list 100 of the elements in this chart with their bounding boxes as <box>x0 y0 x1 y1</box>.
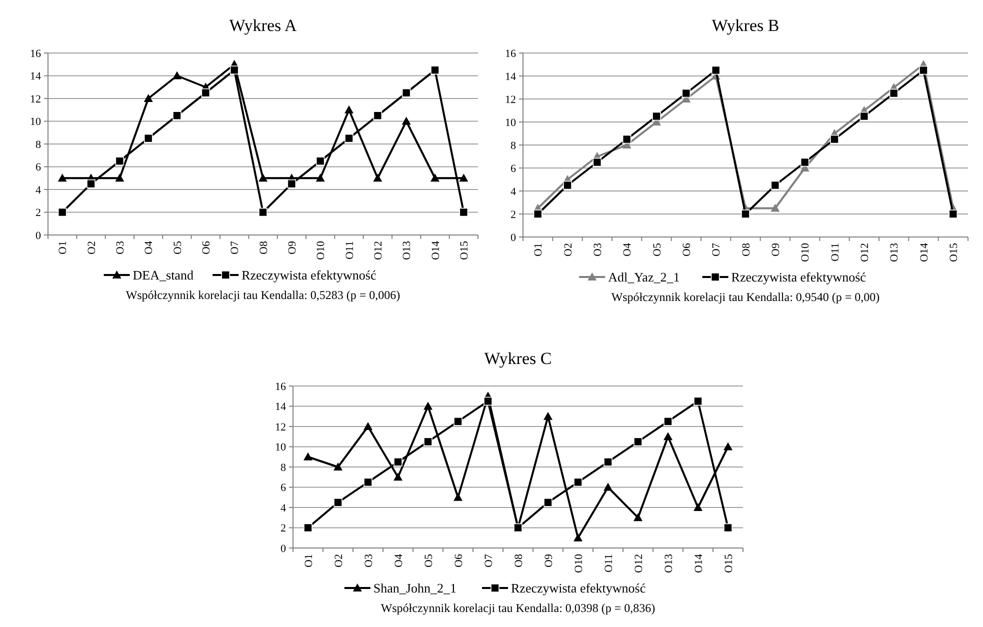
point <box>394 472 402 481</box>
y-tick-label: 16 <box>275 380 286 393</box>
point <box>634 513 642 522</box>
x-tick-label: O15 <box>458 240 471 260</box>
legend-label: Rzeczywista efektywność <box>511 580 646 596</box>
legend-label: DEA_stand <box>132 268 194 283</box>
point <box>919 66 928 75</box>
y-tick-label: 16 <box>30 48 42 60</box>
point <box>58 208 67 217</box>
point <box>364 422 372 430</box>
point <box>364 478 372 487</box>
x-tick-label: O8 <box>258 240 270 254</box>
point <box>682 88 691 98</box>
y-tick-label: 4 <box>36 184 42 196</box>
point <box>770 180 780 190</box>
x-tick-label: O9 <box>542 554 555 568</box>
x-tick-label: O11 <box>602 554 615 573</box>
y-tick-label: 0 <box>280 542 286 555</box>
x-tick-label: O1 <box>57 241 70 254</box>
legend-label: Rzeczywista efektywność <box>731 270 866 285</box>
point <box>664 432 672 440</box>
y-tick-label: 4 <box>280 502 286 514</box>
x-tick-label: O7 <box>482 554 495 568</box>
point <box>860 112 869 121</box>
point <box>484 396 492 406</box>
point <box>724 523 732 532</box>
y-tick-label: 2 <box>36 207 41 220</box>
point <box>58 174 67 182</box>
y-tick-label: 14 <box>505 70 516 83</box>
point <box>533 210 542 218</box>
point <box>344 105 354 114</box>
point <box>172 111 182 120</box>
point <box>459 208 468 217</box>
point <box>373 174 382 182</box>
x-tick-label: O1 <box>532 243 545 256</box>
x-tick-label: O15 <box>948 242 960 262</box>
point <box>172 71 182 80</box>
text: Współczynnik korelacji tau Kendalla: 0,0398 (p = 0,836) <box>380 601 656 615</box>
y-tick-label: 6 <box>280 482 286 494</box>
y-tick-label: 0 <box>510 232 516 244</box>
point <box>115 156 124 166</box>
point <box>115 174 124 182</box>
x-tick-label: O8 <box>740 242 752 256</box>
x-tick-label: O11 <box>829 243 842 262</box>
x-tick-label: O6 <box>681 242 694 256</box>
x-tick-label: O4 <box>622 242 634 256</box>
text: Współczynnik korelacji tau Kendalla: 0,5283 (p = 0,006) <box>126 288 400 302</box>
point <box>304 452 312 460</box>
point <box>770 204 780 212</box>
point <box>948 210 958 218</box>
x-tick-label: O3 <box>362 554 375 568</box>
x-tick-label: O1 <box>302 554 315 568</box>
point <box>86 179 96 188</box>
x-tick-label: O11 <box>344 241 356 260</box>
y-tick-label: 0 <box>36 230 42 242</box>
y-tick-label: 12 <box>275 421 286 434</box>
point <box>144 94 153 102</box>
x-tick-label: O9 <box>770 242 782 256</box>
x-tick-label: O2 <box>332 554 345 568</box>
legend-label: Shan_John_2_1 <box>373 580 456 596</box>
point <box>544 412 552 420</box>
x-tick-label: O13 <box>662 554 675 573</box>
y-tick-label: 2 <box>280 522 286 535</box>
point <box>258 208 268 217</box>
x-tick-label: O13 <box>888 242 901 262</box>
point <box>316 156 325 166</box>
x-tick-label: O6 <box>200 240 213 254</box>
point <box>800 158 810 167</box>
x-tick-label: O5 <box>422 554 435 568</box>
y-tick-label: 14 <box>30 70 42 83</box>
point <box>201 88 210 98</box>
x-tick-label: O12 <box>372 241 385 260</box>
point <box>424 437 432 446</box>
point <box>544 498 552 507</box>
point <box>258 174 268 182</box>
point <box>430 66 440 74</box>
y-tick-label: 6 <box>510 162 516 175</box>
point <box>694 396 702 406</box>
x-tick-label: O2 <box>562 243 574 256</box>
x-tick-label: O10 <box>800 242 812 262</box>
x-tick-label: O4 <box>392 554 405 568</box>
legend-label: Adl_Yaz_2_1 <box>608 270 680 285</box>
chart-title: Wykres C <box>484 349 552 368</box>
x-tick-label: O15 <box>722 554 735 573</box>
point <box>373 111 382 120</box>
point <box>604 482 612 491</box>
point <box>741 210 750 218</box>
point <box>316 174 325 182</box>
point <box>459 174 468 182</box>
point <box>592 158 602 167</box>
chart-title: Wykres A <box>229 16 298 35</box>
point <box>454 492 462 501</box>
point <box>830 134 839 144</box>
point <box>574 533 582 542</box>
y-tick-label: 2 <box>510 208 516 221</box>
y-tick-label: 6 <box>36 162 42 174</box>
x-tick-label: O12 <box>632 554 645 573</box>
y-tick-label: 14 <box>275 401 286 414</box>
point <box>711 66 720 75</box>
point <box>563 180 572 190</box>
